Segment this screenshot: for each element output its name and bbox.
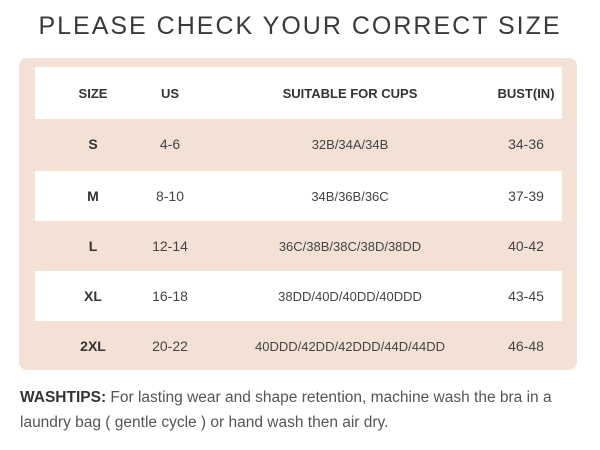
bust-cell: 37-39	[508, 188, 544, 204]
page-title: PLEASE CHECK YOUR CORRECT SIZE	[38, 12, 562, 40]
table-row: 2XL 20-22 40DDD/42DD/42DDD/44D/44DD 46-4…	[35, 321, 562, 371]
us-cell: 8-10	[155, 188, 185, 204]
us-cell: 4-6	[159, 136, 181, 152]
size-cell: S	[88, 136, 98, 152]
header-bust: BUST(IN)	[497, 85, 555, 101]
washtips-label: WASHTIPS:	[20, 389, 107, 406]
us-cell: 20-22	[152, 338, 188, 354]
bust-cell: 40-42	[508, 238, 544, 254]
washtips-text: For lasting wear and shape retention, ma…	[20, 389, 552, 431]
size-cell: XL	[84, 288, 102, 304]
cups-cell: 36C/38B/38C/38D/38DD	[278, 238, 422, 254]
size-cell: 2XL	[80, 338, 106, 354]
table-row: L 12-14 36C/38B/38C/38D/38DD 40-42	[35, 221, 562, 271]
cups-cell: 34B/36B/36C	[311, 188, 389, 204]
us-cell: 16-18	[152, 288, 188, 304]
washtips: WASHTIPS: For lasting wear and shape ret…	[20, 385, 585, 435]
header-cups: SUITABLE FOR CUPS	[282, 85, 418, 101]
header-us: US	[160, 85, 180, 101]
bust-cell: 46-48	[508, 338, 544, 354]
us-cell: 12-14	[152, 238, 188, 254]
bust-cell: 43-45	[508, 288, 544, 304]
size-cell: L	[88, 238, 98, 254]
table-row: S 4-6 32B/34A/34B 34-36	[35, 119, 562, 169]
size-chart-table: SIZE US SUITABLE FOR CUPS BUST(IN) S 4-6…	[19, 58, 577, 370]
cups-cell: 32B/34A/34B	[311, 136, 389, 152]
cups-cell: 40DDD/42DD/42DDD/44D/44DD	[254, 338, 446, 354]
size-cell: M	[87, 188, 99, 204]
table-row: XL 16-18 38DD/40D/40DD/40DDD 43-45	[35, 271, 562, 321]
header-size: SIZE	[78, 85, 108, 101]
table-header: SIZE US SUITABLE FOR CUPS BUST(IN)	[35, 67, 562, 119]
cups-cell: 38DD/40D/40DD/40DDD	[278, 288, 422, 304]
table-row: M 8-10 34B/36B/36C 37-39	[35, 171, 562, 221]
bust-cell: 34-36	[508, 136, 544, 152]
